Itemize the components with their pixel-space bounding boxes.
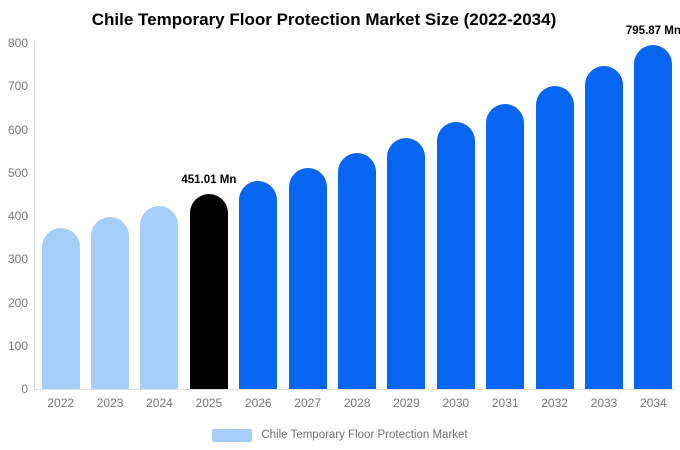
- x-axis-labels: 2022 2023 2024 2025 2026 2027 2028 2029 2030 2031…: [36, 396, 678, 410]
- y-tick-label: 100: [7, 338, 28, 353]
- y-tick-label: 500: [7, 165, 28, 180]
- y-tick-label: 600: [7, 122, 28, 137]
- bar-2030[interactable]: [436, 121, 475, 389]
- bar-2022[interactable]: [41, 227, 80, 389]
- bar-value-label-2034: 795.87 Mn: [625, 24, 680, 37]
- bar-slot-2028: [332, 43, 381, 389]
- x-tick-label-2025: 2025: [195, 396, 223, 410]
- bar-2034[interactable]: [634, 44, 673, 389]
- x-tick-label-2028: 2028: [343, 396, 371, 410]
- x-tick-label-2026: 2026: [244, 396, 272, 410]
- legend-swatch: [212, 428, 253, 442]
- x-tick-label-2029: 2029: [393, 396, 420, 410]
- bar-slot-2023: [85, 43, 134, 389]
- x-tick-label-2033: 2033: [590, 396, 618, 410]
- bar-2027[interactable]: [288, 167, 327, 389]
- x-axis-line: [35, 389, 676, 390]
- legend-label: Chile Temporary Floor Protection Market: [261, 429, 468, 441]
- y-tick-label: 300: [7, 252, 28, 267]
- bar-2032[interactable]: [535, 85, 574, 389]
- x-tick-label-2027: 2027: [294, 396, 321, 410]
- bar-slot-2027: [283, 43, 332, 389]
- bar-slot-2034: 795.87 Mn: [626, 25, 680, 389]
- x-tick-label-2022: 2022: [47, 396, 75, 410]
- bar-slot-2030: [431, 43, 480, 389]
- bar-slot-2031: [481, 43, 530, 389]
- bar-2031[interactable]: [486, 104, 525, 389]
- y-tick-label: 800: [7, 36, 28, 50]
- bar-slot-2026: [234, 43, 283, 389]
- legend-item[interactable]: Chile Temporary Floor Protection Market: [212, 428, 468, 442]
- bar-slot-2025: 451.01 Mn: [181, 43, 237, 389]
- y-tick-label: 400: [7, 209, 28, 223]
- x-tick-label-2031: 2031: [491, 396, 519, 410]
- bar-2029[interactable]: [387, 138, 426, 389]
- x-tick-label-2024: 2024: [146, 396, 173, 410]
- bar-2024[interactable]: [140, 205, 179, 389]
- plot-area: 451.01 Mn 795.87 Mn: [36, 25, 680, 389]
- x-tick-label-2032: 2032: [541, 396, 568, 410]
- bar-2033[interactable]: [584, 65, 623, 389]
- bar-2028[interactable]: [338, 153, 377, 389]
- bar-slot-2029: [382, 43, 431, 389]
- bar-slot-2022: [36, 43, 85, 389]
- bar-value-label-2025: 451.01 Mn: [181, 173, 237, 186]
- y-tick-label: 200: [7, 295, 28, 310]
- y-axis-line: [34, 43, 35, 390]
- bar-slot-2033: [579, 43, 628, 389]
- y-axis: 0 100 200 300 400 500 600 700 800: [0, 36, 28, 396]
- bar-2026[interactable]: [239, 181, 278, 389]
- y-tick-label: 700: [7, 79, 28, 94]
- legend: Chile Temporary Floor Protection Market: [0, 426, 680, 444]
- bar-slot-2024: [135, 43, 184, 389]
- x-tick-label-2030: 2030: [442, 396, 470, 410]
- y-tick-label: 0: [21, 382, 28, 396]
- bar-2025[interactable]: [189, 193, 228, 389]
- x-tick-label-2034: 2034: [640, 396, 667, 410]
- x-tick-label-2023: 2023: [96, 396, 124, 410]
- bar-2023[interactable]: [91, 216, 130, 389]
- bar-slot-2032: [530, 43, 579, 389]
- chart-title: Chile Temporary Floor Protection Market …: [91, 10, 557, 29]
